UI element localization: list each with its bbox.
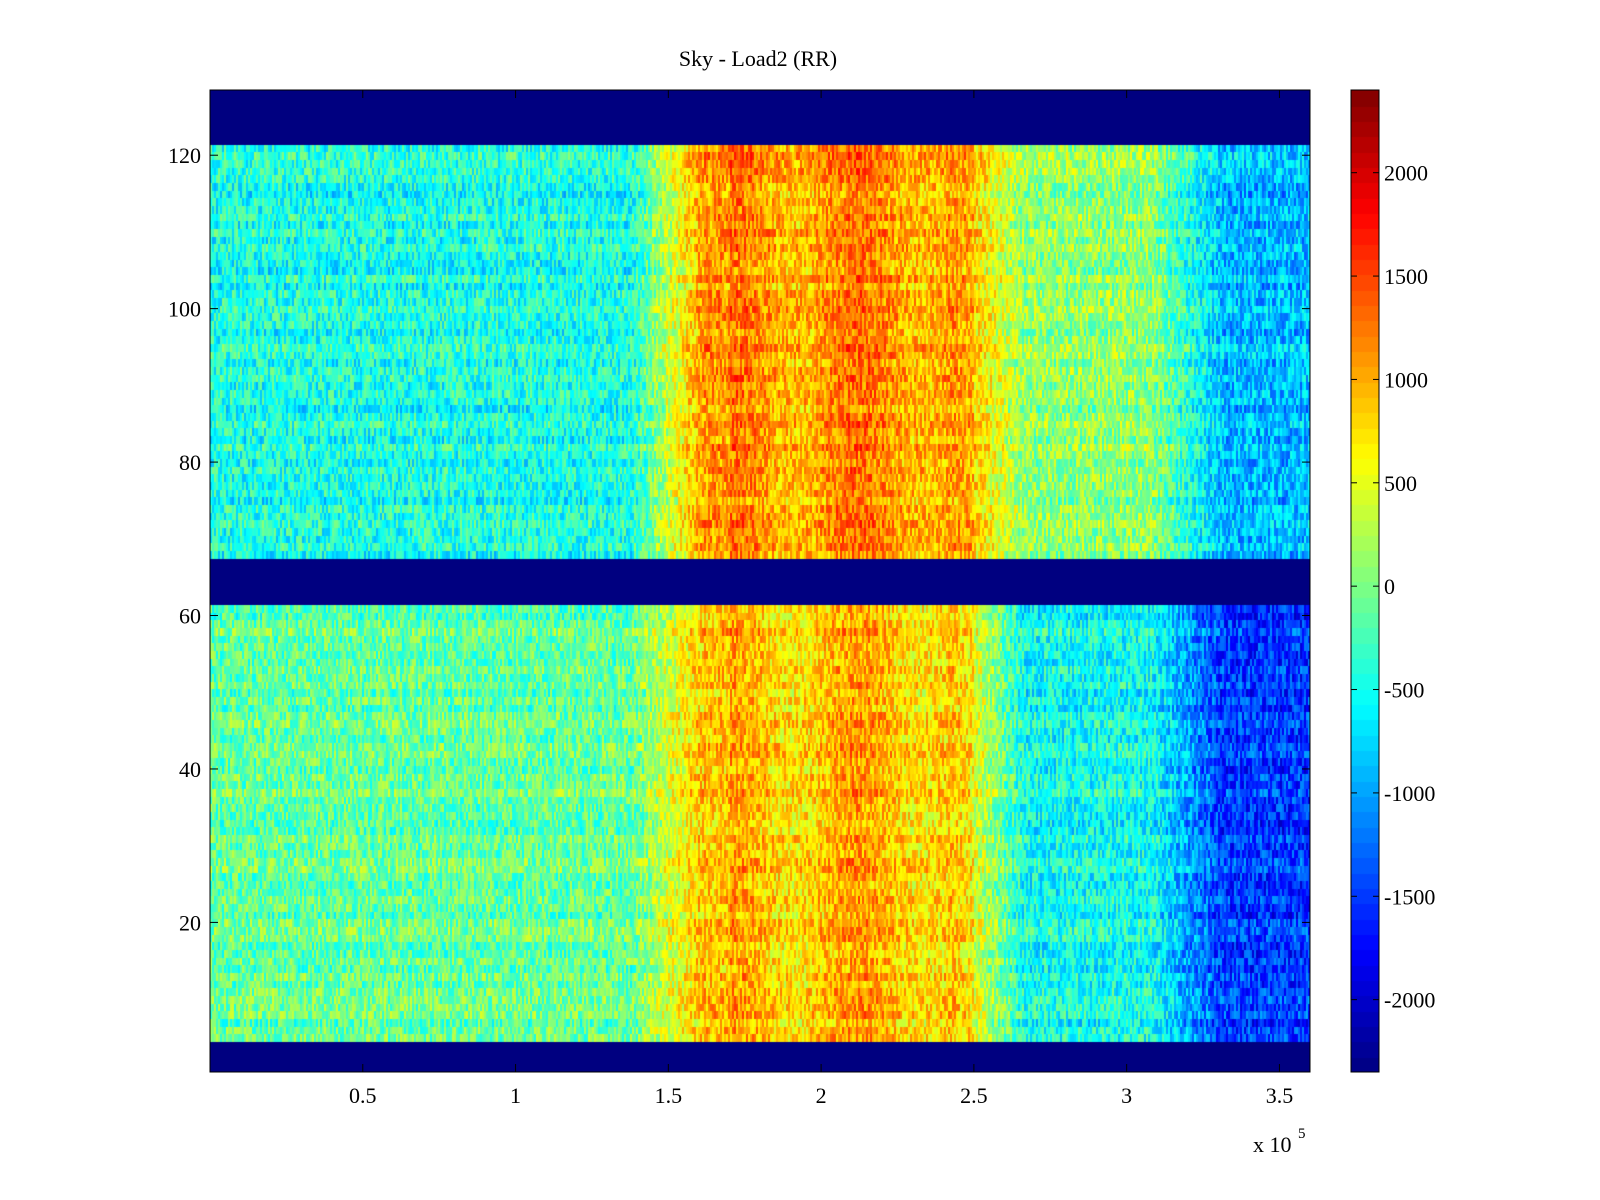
colorbar: 2000 1500 1000 500 0 -500 -1000 -1500 -2000 — [1350, 89, 1435, 1073]
colorbar-tick-label: 2000 — [1384, 161, 1428, 186]
x-tick-label: 0.5 — [349, 1083, 377, 1108]
y-tick-label: 100 — [168, 297, 201, 322]
colorbar-tick-label: -1000 — [1384, 781, 1435, 806]
colorbar-gradient — [1351, 90, 1379, 1072]
x-tick-label: 1.5 — [655, 1083, 683, 1108]
plot-area: 0.5 1 1.5 2 2.5 3 3.5 20 40 60 80 100 120 x 10 5 — [168, 89, 1311, 1157]
x-tick-label: 3 — [1121, 1083, 1132, 1108]
x-tick-label: 3.5 — [1266, 1083, 1294, 1108]
colorbar-tick-label: 1500 — [1384, 264, 1428, 289]
colorbar-tick-label: -1500 — [1384, 884, 1435, 909]
colorbar-tick-label: -2000 — [1384, 988, 1435, 1013]
x-tick-label: 2 — [816, 1083, 827, 1108]
colorbar-axis: 2000 1500 1000 500 0 -500 -1000 -1500 -2000 — [1351, 161, 1435, 1013]
chart-title: Sky - Load2 (RR) — [679, 46, 837, 71]
colorbar-frame — [1350, 89, 1380, 1073]
colorbar-tick-label: -500 — [1384, 678, 1424, 703]
colorbar-tick-label: 500 — [1384, 471, 1417, 496]
colorbar-tick-label: 0 — [1384, 574, 1395, 599]
y-axis: 20 40 60 80 100 120 — [168, 143, 1310, 935]
x-tick-label: 1 — [510, 1083, 521, 1108]
x-exponent-power: 5 — [1298, 1126, 1306, 1142]
x-exponent-base: x 10 — [1253, 1132, 1292, 1157]
plot-frame — [209, 89, 1311, 1073]
y-tick-label: 60 — [179, 604, 201, 629]
y-tick-label: 120 — [168, 143, 201, 168]
colorbar-tick-label: 1000 — [1384, 367, 1428, 392]
x-tick-label: 2.5 — [960, 1083, 988, 1108]
heatmap-image — [210, 90, 1310, 1072]
y-tick-label: 80 — [179, 450, 201, 475]
x-axis: 0.5 1 1.5 2 2.5 3 3.5 — [349, 90, 1293, 1108]
y-tick-label: 40 — [179, 757, 201, 782]
y-tick-label: 20 — [179, 910, 201, 935]
